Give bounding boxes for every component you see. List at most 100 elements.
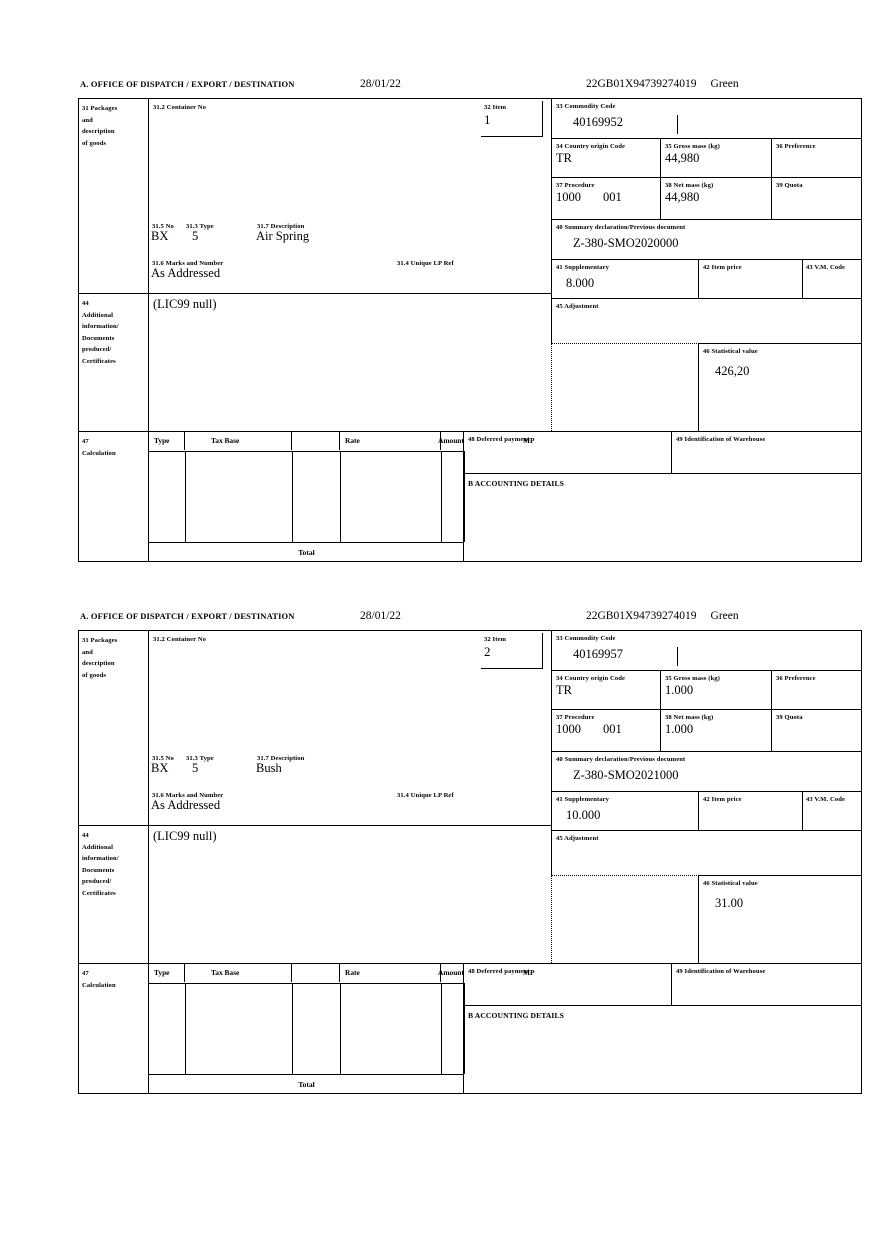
procedure-values[interactable]: 1000 001 <box>556 722 660 737</box>
box-46-label: 46 Statistical value <box>703 880 758 887</box>
box-44-additional-information: (LIC99 null) <box>148 293 551 431</box>
box-46-statistical-value: 46 Statistical value 31.00 <box>698 875 861 963</box>
office-of-dispatch-title: A. OFFICE OF DISPATCH / EXPORT / DESTINA… <box>80 79 295 89</box>
calc-col-rate: Rate <box>345 968 360 977</box>
calc-header-divider-3 <box>339 431 340 450</box>
box-38-net-mass: 38 Net mass (kg) 44,980 <box>660 178 771 220</box>
box-39-quota: 39 Quota <box>771 710 861 752</box>
box-44-label-line-5: produced/ <box>82 346 112 354</box>
declaration-frame: 31 Packages and description of goods 31.… <box>78 630 862 1094</box>
box-44-label: 44 Additional information/ Documents pro… <box>79 293 148 431</box>
box-44-label-line-3: information/ <box>82 855 119 863</box>
gross-mass-value[interactable]: 44,980 <box>665 151 700 166</box>
box-40-summary-declaration: 40 Summary declaration/Previous document… <box>551 220 861 260</box>
calc-total-label: Total <box>298 1080 315 1089</box>
box-44-label-line-2: Additional <box>82 311 114 319</box>
commodity-code-value[interactable]: 40169952 <box>573 115 623 130</box>
calculation-table-body[interactable] <box>149 451 465 543</box>
box-44-label-line-3: information/ <box>82 323 119 331</box>
commodity-code-value[interactable]: 40169957 <box>573 647 623 662</box>
item-number-value[interactable]: 1 <box>484 112 491 128</box>
box-33-label: 33 Commodity Code <box>556 103 616 110</box>
procedure-values[interactable]: 1000 001 <box>556 190 660 205</box>
box-32-item: 32 Item 2 <box>481 633 543 669</box>
box-31-label-line-3: description <box>82 128 115 136</box>
box-32-item-label: 32 Item <box>484 104 507 111</box>
box-32-item-label: 32 Item <box>484 636 507 643</box>
box-31-packages: 31.2 Container No <box>148 99 551 293</box>
packages-type-value[interactable]: 5 <box>192 761 199 775</box>
gross-mass-value[interactable]: 1.000 <box>665 683 694 698</box>
box-49-identification-of-warehouse: 49 Identification of Warehouse <box>671 431 861 474</box>
net-mass-value[interactable]: 44,980 <box>665 190 700 205</box>
calc-divider-1 <box>185 451 186 542</box>
calculation-table: Type Tax Base Rate Amount MP Total <box>148 431 535 562</box>
box-42-label: 42 Item price <box>703 264 742 271</box>
goods-description-value[interactable]: Bush <box>256 761 282 775</box>
box-31-packages: 31.2 Container No <box>148 631 551 825</box>
box-36-preference: 36 Preference <box>771 671 861 710</box>
additional-information-value[interactable]: (LIC99 null) <box>153 829 217 843</box>
box-40-label: 40 Summary declaration/Previous document <box>556 756 686 763</box>
box-44-label-line-4: Documents <box>82 866 115 874</box>
box-41-supplementary: 41 Supplementary 8.000 <box>551 260 698 299</box>
calc-divider-3 <box>340 451 341 542</box>
box-31-6-marks-label: 31.6 Marks and Number <box>152 792 224 799</box>
box-b-label: B ACCOUNTING DETAILS <box>468 479 564 488</box>
goods-description-value[interactable]: Air Spring <box>256 229 310 243</box>
box-47-label: 47 Calculation <box>79 431 148 561</box>
box-44-additional-information: (LIC99 null) <box>148 825 551 963</box>
summary-declaration-value[interactable]: Z-380-SMO2020000 <box>573 236 679 251</box>
calculation-table-header: Type Tax Base Rate Amount MP <box>149 964 535 984</box>
box-34-country-origin: 34 Country origin Code TR <box>551 139 660 178</box>
route-status: Green <box>710 78 739 90</box>
statistical-value-amount[interactable]: 31.00 <box>715 896 744 911</box>
statistical-value-amount[interactable]: 426,20 <box>715 364 750 379</box>
box-31-4-unique-lp-ref-label: 31.4 Unique LP Ref <box>397 792 454 799</box>
calc-header-divider-3 <box>339 963 340 982</box>
packages-no-value[interactable]: BX <box>151 761 169 775</box>
supplementary-value[interactable]: 10.000 <box>566 808 601 823</box>
additional-information-value[interactable]: (LIC99 null) <box>153 297 217 311</box>
box-42-label: 42 Item price <box>703 796 742 803</box>
item-number-value[interactable]: 2 <box>484 644 491 660</box>
box-b-accounting-details: B ACCOUNTING DETAILS <box>463 1006 861 1093</box>
box-41-label: 41 Supplementary <box>556 796 610 803</box>
box-43-label: 43 V.M. Code <box>806 264 846 271</box>
box-38-net-mass: 38 Net mass (kg) 1.000 <box>660 710 771 752</box>
declaration-form-item-1: A. OFFICE OF DISPATCH / EXPORT / DESTINA… <box>78 78 862 562</box>
packages-type-value[interactable]: 5 <box>192 229 199 243</box>
box-31-label: 31 Packages and description of goods <box>79 631 148 825</box>
box-45-adjustment: 45 Adjustment <box>551 831 861 875</box>
net-mass-value[interactable]: 1.000 <box>665 722 694 737</box>
box-39-label: 39 Quota <box>776 714 803 721</box>
summary-declaration-value[interactable]: Z-380-SMO2021000 <box>573 768 679 783</box>
procedure-code-2: 001 <box>603 722 622 737</box>
calc-header-divider-1 <box>184 431 185 450</box>
box-33-label: 33 Commodity Code <box>556 635 616 642</box>
procedure-code-1: 1000 <box>556 722 581 737</box>
box-49-label: 49 Identification of Warehouse <box>676 436 766 443</box>
box-38-label: 38 Net mass (kg) <box>665 182 714 189</box>
calc-divider-4 <box>441 983 442 1074</box>
country-origin-code-value[interactable]: TR <box>556 151 572 166</box>
box-45-adjustment: 45 Adjustment <box>551 299 861 343</box>
box-45-label: 45 Adjustment <box>556 835 599 842</box>
box-48-deferred-payment: 48 Deferred payment <box>463 431 671 474</box>
box-34-label: 34 Country origin Code <box>556 143 626 150</box>
box-47-label-line-2: Calculation <box>82 449 116 457</box>
box-31-label-line-2: and <box>82 648 93 656</box>
packages-no-value[interactable]: BX <box>151 229 169 243</box>
box-46-empty-area <box>551 343 698 431</box>
calc-divider-3 <box>340 983 341 1074</box>
box-42-item-price: 42 Item price <box>698 792 802 831</box>
calculation-table-body[interactable] <box>149 983 465 1075</box>
marks-and-number-value[interactable]: As Addressed <box>151 798 221 812</box>
box-48-deferred-payment: 48 Deferred payment <box>463 963 671 1006</box>
box-43-vm-code: 43 V.M. Code <box>802 792 861 831</box>
country-origin-code-value[interactable]: TR <box>556 683 572 698</box>
marks-and-number-value[interactable]: As Addressed <box>151 266 221 280</box>
box-38-label: 38 Net mass (kg) <box>665 714 714 721</box>
supplementary-value[interactable]: 8.000 <box>566 276 595 291</box>
